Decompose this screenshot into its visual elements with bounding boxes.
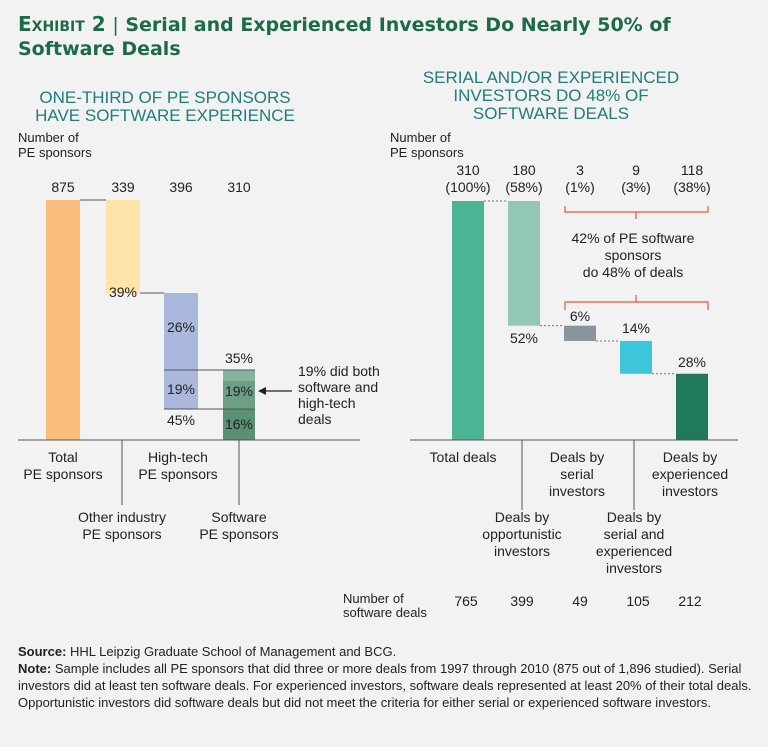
- category-label: PE sponsors: [138, 466, 217, 482]
- software-deals-value: 399: [510, 593, 534, 609]
- right-sponsor-pct: (1%): [565, 179, 595, 195]
- annotation-text: high-tech: [298, 395, 356, 411]
- exhibit-label: Exhibit 2: [18, 12, 106, 36]
- deal-share-label: 14%: [622, 320, 650, 336]
- category-label: investors: [662, 483, 718, 499]
- annotation-text: deals: [298, 411, 331, 427]
- right-axis-label: PE sponsors: [390, 145, 464, 160]
- bracket-text: 42% of PE software: [572, 230, 695, 246]
- category-label: Deals by: [495, 509, 549, 525]
- left-value-label: 396: [169, 179, 193, 195]
- right-sponsor-pct: (38%): [673, 179, 710, 195]
- left-chart-title: ONE-THIRD OF PE SPONSORS: [39, 88, 290, 107]
- software-deals-label: Number of: [343, 591, 404, 606]
- arrow-head: [258, 387, 266, 395]
- category-label: Total deals: [430, 449, 497, 465]
- category-label: serial and: [604, 526, 665, 542]
- category-label: Deals by: [663, 449, 717, 465]
- software-deals-label: software deals: [343, 605, 427, 620]
- right-sponsor-count: 9: [632, 162, 640, 178]
- note-line: Note: Sample includes all PE sponsors th…: [18, 660, 758, 711]
- note-label: Note:: [18, 661, 52, 676]
- right-chart-title: SERIAL AND/OR EXPERIENCED: [423, 68, 679, 87]
- right-sponsor-count: 118: [681, 162, 704, 178]
- right-sponsor-pct: (3%): [621, 179, 651, 195]
- category-label: High-tech: [148, 449, 208, 465]
- bracket-text: do 48% of deals: [583, 264, 683, 280]
- bar-high-tech: [164, 292, 198, 409]
- right-sponsor-pct: (100%): [445, 179, 490, 195]
- deal-share-label: 28%: [678, 354, 706, 370]
- segment-label: 35%: [225, 350, 253, 366]
- right-axis-label: Number of: [390, 130, 451, 145]
- segment-label: 26%: [167, 319, 195, 335]
- right-sponsor-count: 180: [512, 162, 536, 178]
- bracket-text: sponsors: [605, 247, 662, 263]
- software-deals-value: 765: [454, 593, 478, 609]
- category-label: experienced: [652, 466, 728, 482]
- software-deals-value: 212: [678, 593, 702, 609]
- deal-share-label: 52%: [510, 330, 538, 346]
- category-label: investors: [494, 543, 550, 559]
- exhibit-title: Exhibit 2 | Serial and Experienced Inves…: [18, 12, 758, 61]
- footnote: Source: HHL Leipzig Graduate School of M…: [18, 643, 758, 711]
- right-chart-title: SOFTWARE DEALS: [473, 104, 629, 123]
- category-label: Total: [48, 449, 78, 465]
- category-label: investors: [606, 560, 662, 576]
- segment-label: 45%: [167, 412, 195, 428]
- bar-total-deals: [452, 201, 484, 440]
- bar-other-industry: [106, 200, 140, 293]
- left-value-label: 339: [111, 179, 135, 195]
- annotation-text: 19% did both: [298, 363, 380, 379]
- left-value-label: 310: [227, 179, 251, 195]
- category-label: Deals by: [550, 449, 604, 465]
- category-label: PE sponsors: [82, 526, 161, 542]
- category-label: experienced: [596, 543, 672, 559]
- deal-share-label: 6%: [570, 308, 590, 324]
- source-label: Source:: [18, 644, 67, 659]
- category-label: serial: [560, 466, 593, 482]
- annotation-text: software and: [298, 379, 378, 395]
- right-sponsor-pct: (58%): [505, 179, 542, 195]
- segment-label: 16%: [225, 416, 253, 432]
- bar-serial: [564, 325, 596, 341]
- title-separator: |: [112, 14, 119, 36]
- bar-experienced: [676, 373, 708, 440]
- segment-label: 39%: [109, 284, 137, 300]
- software-deals-value: 49: [572, 593, 588, 609]
- bar-software-bottom: [223, 409, 255, 440]
- source-line: Source: HHL Leipzig Graduate School of M…: [18, 643, 758, 660]
- bar-software-overlap: [223, 381, 255, 409]
- category-label: Deals by: [607, 509, 661, 525]
- category-label: opportunistic: [482, 526, 561, 542]
- right-chart-title: INVESTORS DO 48% OF: [453, 86, 648, 105]
- segment-label: 19%: [167, 381, 195, 397]
- right-sponsor-count: 310: [456, 162, 480, 178]
- software-deals-value: 105: [626, 593, 650, 609]
- bracket-top: [564, 206, 709, 213]
- right-sponsor-count: 3: [576, 162, 584, 178]
- note-text: Sample includes all PE sponsors that did…: [18, 661, 752, 710]
- bar-serial-experienced: [620, 340, 652, 374]
- category-label: investors: [549, 483, 605, 499]
- left-chart-title: HAVE SOFTWARE EXPERIENCE: [35, 106, 295, 125]
- bar-opportunistic: [508, 201, 540, 326]
- category-label: PE sponsors: [23, 466, 102, 482]
- left-value-label: 875: [51, 179, 75, 195]
- segment-label: 19%: [225, 383, 253, 399]
- source-text: HHL Leipzig Graduate School of Managemen…: [70, 644, 397, 659]
- category-label: PE sponsors: [199, 526, 278, 542]
- left-axis-label: Number of: [18, 130, 79, 145]
- bar-software-top: [223, 370, 255, 381]
- left-axis-label: PE sponsors: [18, 145, 92, 160]
- category-label: Software: [211, 509, 266, 525]
- bar-total-pe-sponsors: [46, 200, 80, 440]
- category-label: Other industry: [78, 509, 166, 525]
- exhibit-title-text: Serial and Experienced Investors Do Near…: [18, 14, 671, 60]
